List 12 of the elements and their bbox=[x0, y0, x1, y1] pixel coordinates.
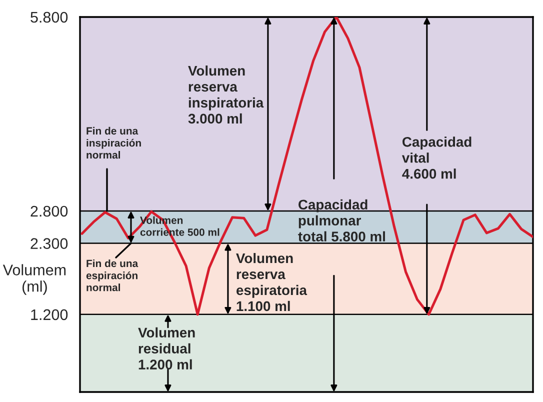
annotation: Volumen reserva espiratoria 1.100 ml bbox=[236, 252, 308, 312]
annotation: Capacidad pulmonar total 5.800 ml bbox=[298, 199, 385, 242]
y-tick-label: 2.300 bbox=[30, 238, 68, 249]
annotation: Volumen residual 1.200 ml bbox=[138, 327, 195, 370]
annotation: Capacidad vital 4.600 ml bbox=[402, 136, 472, 179]
y-tick-label: 2.800 bbox=[30, 206, 68, 217]
y-tick-label: 5.800 bbox=[30, 12, 68, 23]
y-tick-label: 1.200 bbox=[31, 309, 68, 320]
y-axis-title: Volumem (ml) bbox=[2, 264, 66, 295]
annotation: Volumen reserva inspiratoria 3.000 ml bbox=[188, 65, 264, 124]
annotation: Fin de una espiración normal bbox=[86, 259, 138, 292]
annotation: Fin de una inspiración normal bbox=[86, 126, 141, 159]
